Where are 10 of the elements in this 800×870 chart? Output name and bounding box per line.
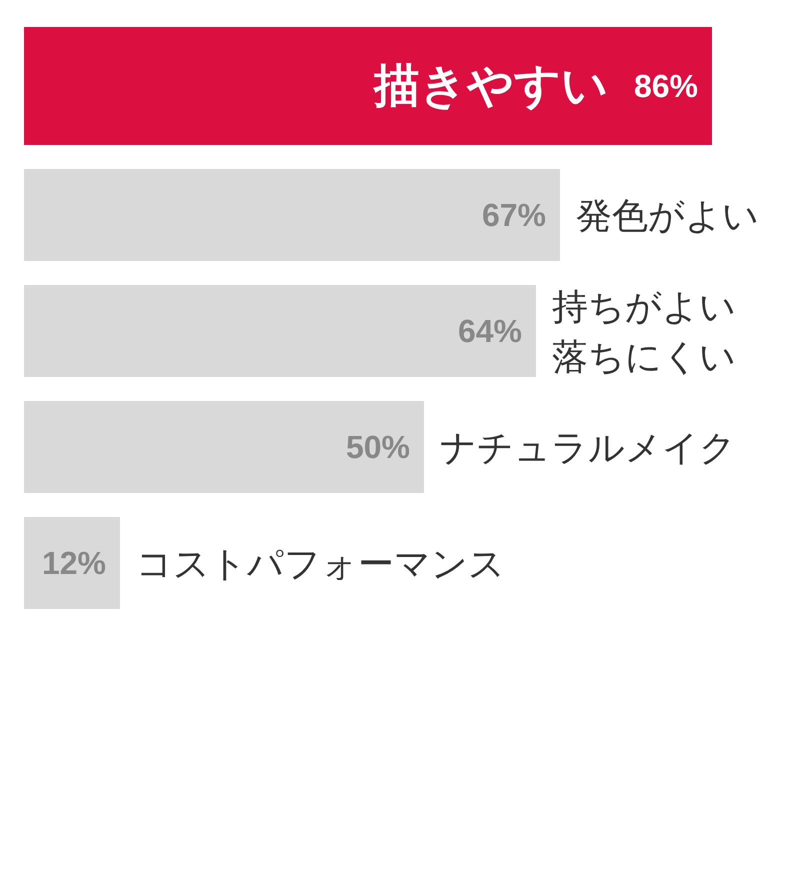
y-tick-label: コストパフォーマンス xyxy=(136,543,505,584)
data-label: 86% xyxy=(634,68,698,104)
data-label: 50% xyxy=(346,429,410,465)
y-tick-label: ナチュラルメイク xyxy=(440,427,736,468)
y-tick-label: 描きやすい xyxy=(372,59,608,111)
data-label: 64% xyxy=(458,313,522,349)
data-label: 12% xyxy=(42,545,106,581)
data-label: 67% xyxy=(482,197,546,233)
y-tick-label: 発色がよい xyxy=(576,195,759,236)
y-tick-label: 持ちがよい落ちにくい xyxy=(552,286,736,377)
